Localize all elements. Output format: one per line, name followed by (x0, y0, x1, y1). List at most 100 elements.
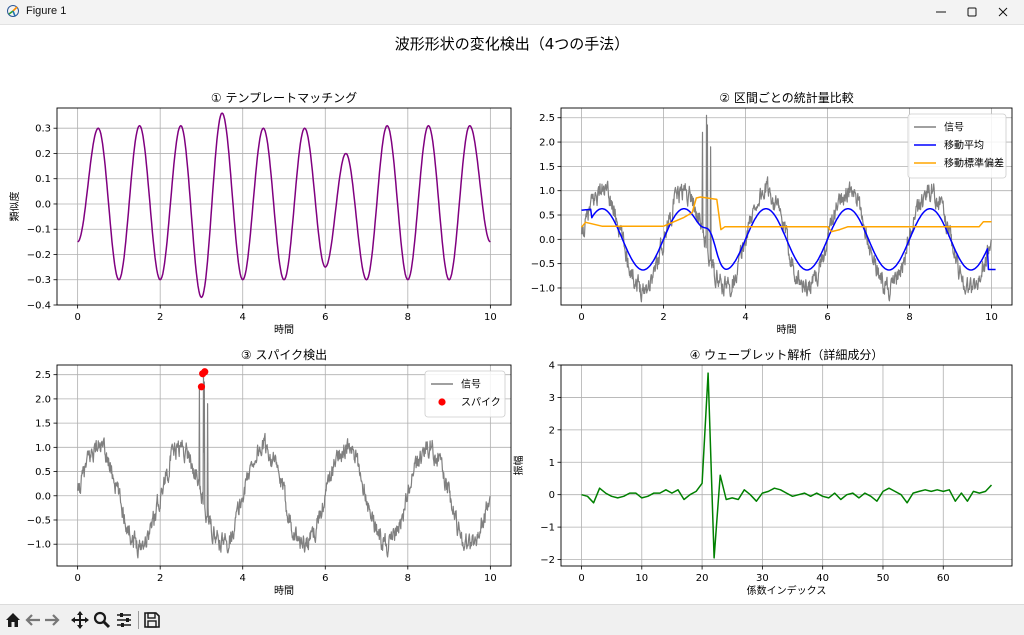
x-tick-label: 50 (877, 573, 890, 584)
x-tick-label: 0 (578, 312, 584, 323)
y-tick-label: 3 (549, 393, 555, 404)
x-tick-label: 2 (157, 573, 163, 584)
y-tick-label: 0.2 (35, 149, 51, 160)
x-tick-label: 2 (660, 312, 666, 323)
forward-arrow-icon[interactable] (43, 611, 61, 629)
navigation-toolbar (0, 604, 1024, 635)
y-tick-label: 1.5 (539, 162, 555, 173)
maximize-icon (967, 7, 977, 17)
window-title: Figure 1 (26, 5, 67, 17)
x-tick-label: 60 (937, 573, 950, 584)
y-tick-label: 1.0 (539, 186, 555, 197)
app-icon (7, 5, 19, 17)
plot-series-group (581, 372, 993, 559)
x-tick-label: 10 (484, 312, 497, 323)
close-button[interactable] (987, 0, 1019, 24)
y-tick-label: 0.5 (35, 467, 51, 478)
x-axis-label: 係数インデックス (747, 584, 827, 597)
x-tick-label: 4 (742, 312, 748, 323)
subplot-4: 0 10 20 30 40 50 60 −2 −1 0 1 2 3 4 ④ ウェーブレット解析（詳細成分） 係… (512, 347, 1013, 597)
plot-series-group (77, 112, 491, 299)
toolbar-separator (138, 611, 139, 629)
data-line (581, 372, 993, 559)
legend-label: 信号 (461, 379, 481, 391)
x-tick-label: 0 (74, 573, 80, 584)
configure-subplots-icon[interactable] (115, 611, 133, 629)
axes-frame (560, 107, 1013, 306)
x-tick-label: 2 (157, 312, 163, 323)
x-tick-label: 4 (240, 573, 246, 584)
x-tick-label: 40 (816, 573, 829, 584)
y-tick-label: −1 (540, 523, 555, 534)
x-tick-label: 8 (906, 312, 912, 323)
legend-box (424, 370, 506, 418)
y-tick-label: −0.5 (531, 259, 555, 270)
y-tick-label: 2.5 (539, 113, 555, 124)
x-tick-label: 6 (322, 312, 328, 323)
legend-label: スパイク (461, 397, 501, 409)
x-axis-label: 時間 (274, 585, 294, 597)
x-tick-label: 10 (484, 573, 497, 584)
close-icon (998, 7, 1008, 17)
legend-label: 移動標準偏差 (944, 157, 1004, 170)
maximize-button[interactable] (956, 0, 988, 24)
subplot-3: 0 2 4 6 8 10 −1.0 −0.5 0.0 0.5 1.0 1.5 2.0 2.5 ③ スパイク検… (27, 348, 512, 597)
x-tick-label: 10 (635, 573, 648, 584)
home-icon[interactable] (4, 611, 22, 629)
y-tick-label: 0.0 (539, 235, 555, 246)
x-axis-label: 時間 (274, 324, 294, 336)
x-tick-label: 6 (322, 573, 328, 584)
subplot-title: ④ ウェーブレット解析（詳細成分） (690, 347, 884, 362)
y-tick-label: 0.3 (35, 124, 51, 135)
series-line-1 (581, 207, 996, 271)
y-tick-label: −0.2 (27, 250, 51, 261)
x-tick-label: 8 (405, 312, 411, 323)
y-tick-label: −0.4 (27, 301, 51, 312)
y-tick-label: 0 (549, 490, 555, 501)
y-tick-label: −0.3 (27, 275, 51, 286)
subplot-title: ② 区間ごとの統計量比較 (719, 90, 853, 105)
y-tick-label: 0.0 (35, 199, 51, 210)
y-tick-label: −0.5 (27, 515, 51, 526)
subplot-1: 0 2 4 6 8 10 −0.4 −0.3 −0.2 −0.1 0.0 0.1 0.2 0.3 ① テンプ… (8, 91, 512, 336)
subplot-2: 0 2 4 6 8 10 −1.0 −0.5 0.0 0.5 1.0 1.5 2.0 2.5 ② 区間ごとの… (531, 90, 1013, 336)
figure-canvas[interactable]: 波形形状の変化検出（4つの手法） 0 2 4 6 8 10 −0.4 −0.3 −0.2 −0.1… (0, 24, 1024, 604)
zoom-icon[interactable] (93, 611, 111, 629)
y-tick-label: 0.1 (35, 174, 51, 185)
x-tick-label: 4 (240, 312, 246, 323)
series-line-0 (77, 371, 491, 559)
plot-series-group (580, 114, 996, 303)
y-tick-label: 2.5 (35, 370, 51, 381)
x-tick-label: 8 (405, 573, 411, 584)
y-tick-label: 0.0 (35, 491, 51, 502)
x-tick-label: 0 (74, 312, 80, 323)
y-tick-label: −2 (540, 555, 555, 566)
y-axis-label: 類似度 (8, 192, 21, 222)
spike-marker (201, 368, 209, 376)
minimize-icon (936, 11, 946, 13)
y-tick-label: 2 (549, 425, 555, 436)
subplot-title: ③ スパイク検出 (241, 348, 327, 362)
series-line-0 (580, 114, 992, 303)
x-tick-label: 10 (985, 312, 998, 323)
legend-label: 信号 (944, 122, 964, 134)
legend-box (907, 113, 1007, 179)
back-arrow-icon[interactable] (24, 611, 42, 629)
x-axis-label: 時間 (777, 324, 797, 336)
subplot-title: ① テンプレートマッチング (211, 91, 357, 105)
axes-frame (56, 107, 512, 306)
minimize-button[interactable] (925, 0, 957, 24)
legend-label: 移動平均 (944, 139, 984, 152)
save-icon[interactable] (143, 611, 161, 629)
plot-series-group (77, 368, 491, 559)
y-tick-label: −1.0 (27, 540, 51, 551)
figure-suptitle: 波形形状の変化検出（4つの手法） (395, 35, 630, 53)
pan-icon[interactable] (71, 611, 89, 629)
data-line (77, 112, 491, 299)
x-tick-label: 30 (756, 573, 769, 584)
y-axis-label: 振幅 (512, 456, 525, 476)
window-titlebar: Figure 1 (0, 0, 1024, 25)
legend-marker (438, 398, 446, 406)
